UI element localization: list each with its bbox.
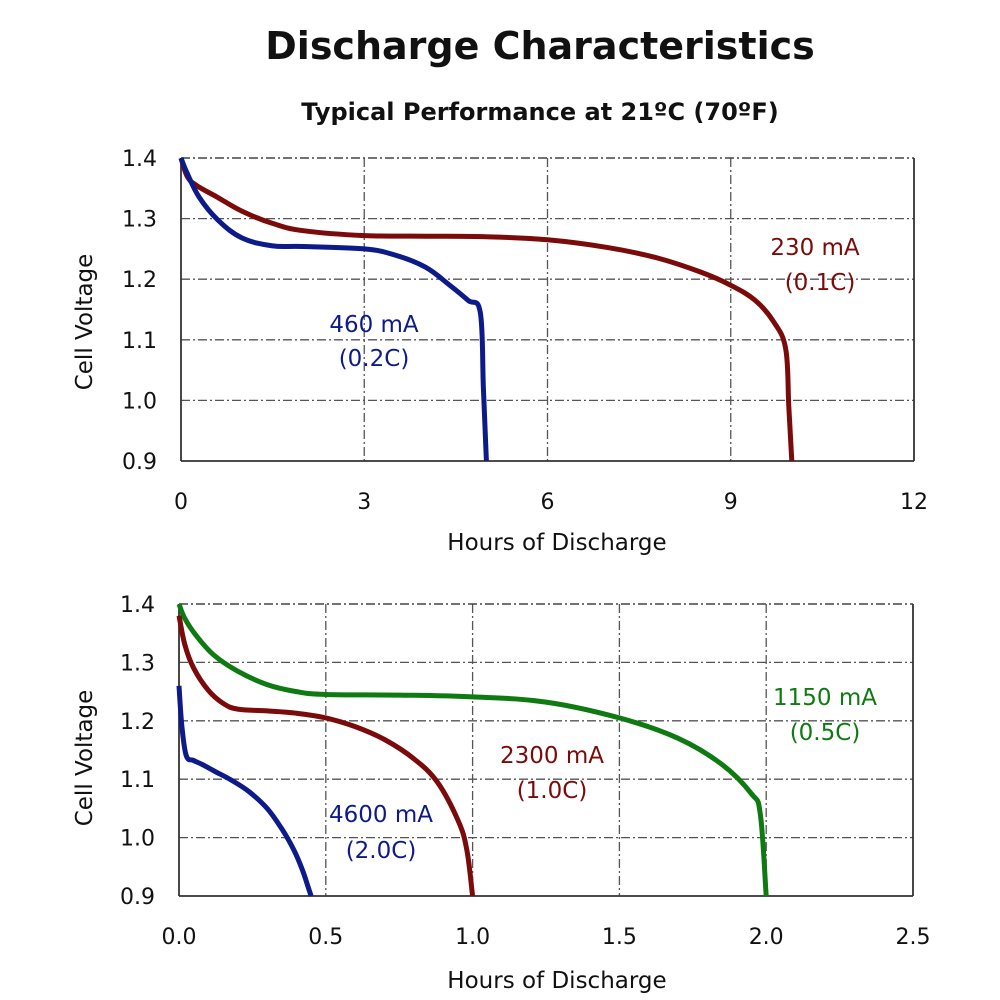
series-label-460ma: 460 mA	[329, 312, 419, 338]
x-tick-label: 0.0	[162, 925, 197, 950]
y-tick-label: 0.9	[122, 450, 157, 475]
x-tick-label: 12	[900, 490, 928, 515]
series-label-2300ma-rate: (1.0C)	[517, 778, 588, 804]
x-axis-label: Hours of Discharge	[447, 968, 666, 994]
series-label-2300ma: 2300 mA	[500, 743, 604, 769]
x-tick-label: 2.0	[749, 925, 784, 950]
series-line-230-ma-0-1c	[178, 157, 795, 462]
x-tick-label: 3	[357, 490, 371, 515]
series-label-1150ma: 1150 mA	[773, 685, 877, 711]
series-label-1150ma-rate: (0.5C)	[790, 720, 861, 746]
x-tick-label: 2.5	[896, 925, 931, 950]
plot-area	[181, 158, 914, 461]
chart-title: Discharge Characteristics	[265, 24, 815, 68]
y-axis-label: Cell Voltage	[72, 690, 98, 827]
y-tick-label: 1.2	[120, 710, 155, 735]
series-label-4600ma-rate: (2.0C)	[346, 838, 417, 864]
series-line-1150-ma-0-5c	[176, 603, 769, 897]
series-line-2300-ma-1-0c	[176, 615, 476, 897]
x-tick-label: 6	[541, 490, 555, 515]
x-tick-label: 1.5	[602, 925, 637, 950]
y-axis-label: Cell Voltage	[72, 254, 98, 391]
y-tick-label: 1.0	[120, 827, 155, 852]
chart-subtitle: Typical Performance at 21ºC (70ºF)	[301, 98, 779, 126]
y-tick-label: 1.3	[122, 208, 157, 233]
y-tick-label: 1.2	[122, 268, 157, 293]
x-tick-label: 0.5	[308, 925, 343, 950]
y-tick-label: 1.4	[120, 593, 155, 618]
plot-area	[179, 604, 913, 896]
series-line-4600-ma-2-0c	[176, 685, 314, 897]
y-tick-label: 0.9	[120, 885, 155, 910]
series-line-460-ma-0-2c	[178, 157, 489, 462]
x-axis-label: Hours of Discharge	[447, 530, 666, 556]
x-tick-label: 0	[174, 490, 188, 515]
y-tick-label: 1.0	[122, 389, 157, 414]
series-label-230ma: 230 mA	[770, 235, 860, 261]
y-tick-label: 1.4	[122, 147, 157, 172]
series-label-460ma-rate: (0.2C)	[339, 346, 410, 372]
x-tick-label: 9	[724, 490, 738, 515]
series-label-230ma-rate: (0.1C)	[785, 270, 856, 296]
x-tick-label: 1.0	[455, 925, 490, 950]
y-tick-label: 1.1	[122, 329, 157, 354]
y-tick-label: 1.3	[120, 651, 155, 676]
y-tick-label: 1.1	[120, 768, 155, 793]
series-label-4600ma: 4600 mA	[329, 802, 433, 828]
